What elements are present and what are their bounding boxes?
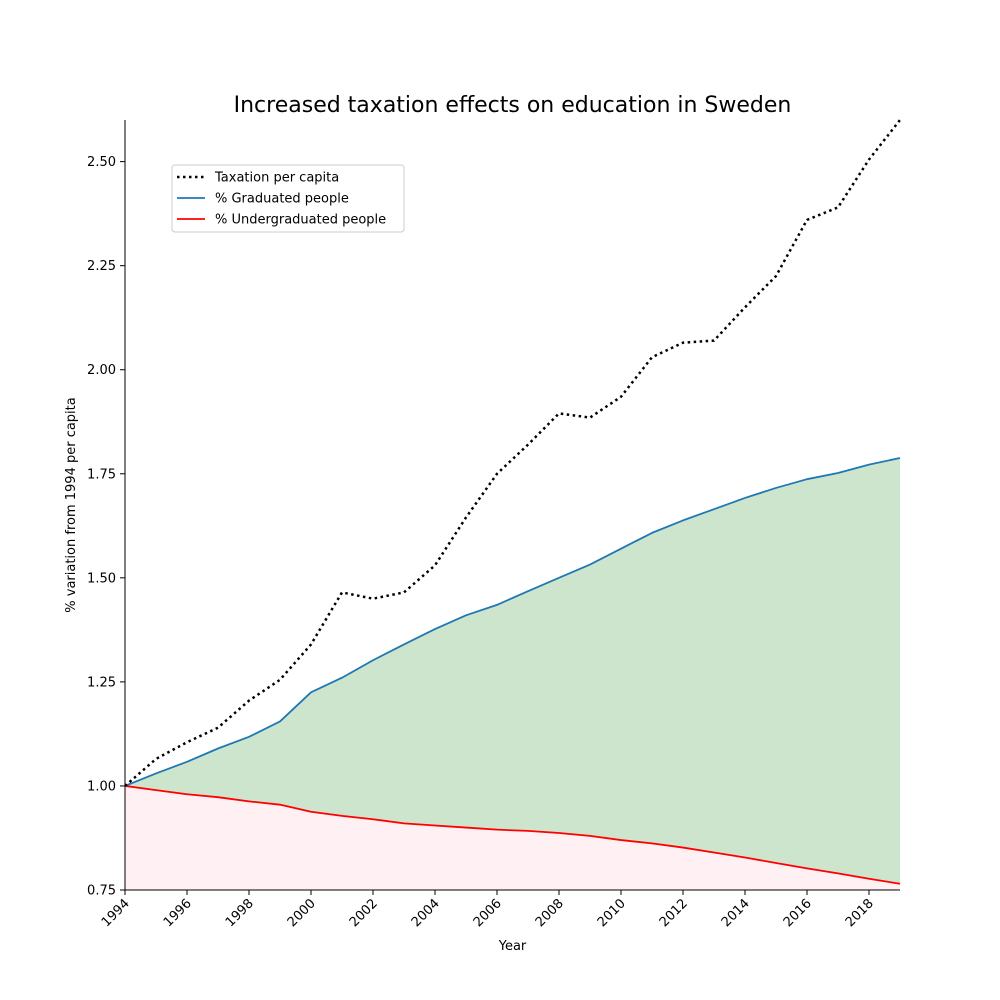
y-tick-label: 1.75 [87, 467, 116, 482]
y-tick-label: 2.25 [87, 259, 116, 274]
series-line-taxation-per-capita [124, 119, 901, 787]
y-tick-label: 2.00 [87, 363, 116, 378]
fill-undergraduated-area [125, 785, 900, 890]
legend-label: % Undergraduated people [215, 213, 386, 228]
x-tick-label: 1994 [99, 896, 133, 930]
series-layer [124, 119, 901, 885]
x-tick-label: 2000 [285, 896, 319, 930]
legend-label: Taxation per capita [214, 171, 339, 186]
series-line-graduated-people [124, 457, 901, 787]
x-axis-label: Year [498, 939, 527, 954]
x-tick-label: 2006 [471, 896, 505, 930]
y-axis-label: % variation from 1994 per capita [64, 397, 79, 612]
x-tick-label: 1996 [161, 896, 195, 930]
x-tick-label: 2018 [843, 896, 877, 930]
y-tick-label: 0.75 [87, 884, 116, 899]
y-tick-label: 1.00 [87, 779, 116, 794]
x-tick-label: 2014 [719, 896, 753, 930]
y-axis-ticks: 0.75 1.00 1.25 1.50 1.75 2.00 2.25 2.50 [87, 155, 125, 899]
legend-label: % Graduated people [215, 192, 349, 207]
x-tick-label: 1998 [223, 896, 257, 930]
y-tick-label: 2.50 [87, 155, 116, 170]
legend-frame [171, 164, 405, 233]
x-tick-label: 2004 [409, 896, 443, 930]
x-tick-label: 2016 [781, 896, 815, 930]
chart-title: Increased taxation effects on education … [234, 93, 792, 118]
fill-layer [125, 457, 900, 890]
x-tick-label: 2008 [533, 896, 567, 930]
series-line-undergraduated-people [124, 785, 901, 885]
x-axis-ticks: 1994 1996 1998 2000 2002 2004 2006 2008 2010 2012… [99, 890, 877, 930]
x-tick-label: 2012 [657, 896, 691, 930]
x-tick-label: 2010 [595, 896, 629, 930]
y-tick-label: 1.50 [87, 571, 116, 586]
x-tick-label: 2002 [347, 896, 381, 930]
legend: Taxation per capita % Graduated people % U… [171, 164, 405, 233]
y-tick-label: 1.25 [87, 675, 116, 690]
fill-graduated-area [125, 457, 900, 884]
